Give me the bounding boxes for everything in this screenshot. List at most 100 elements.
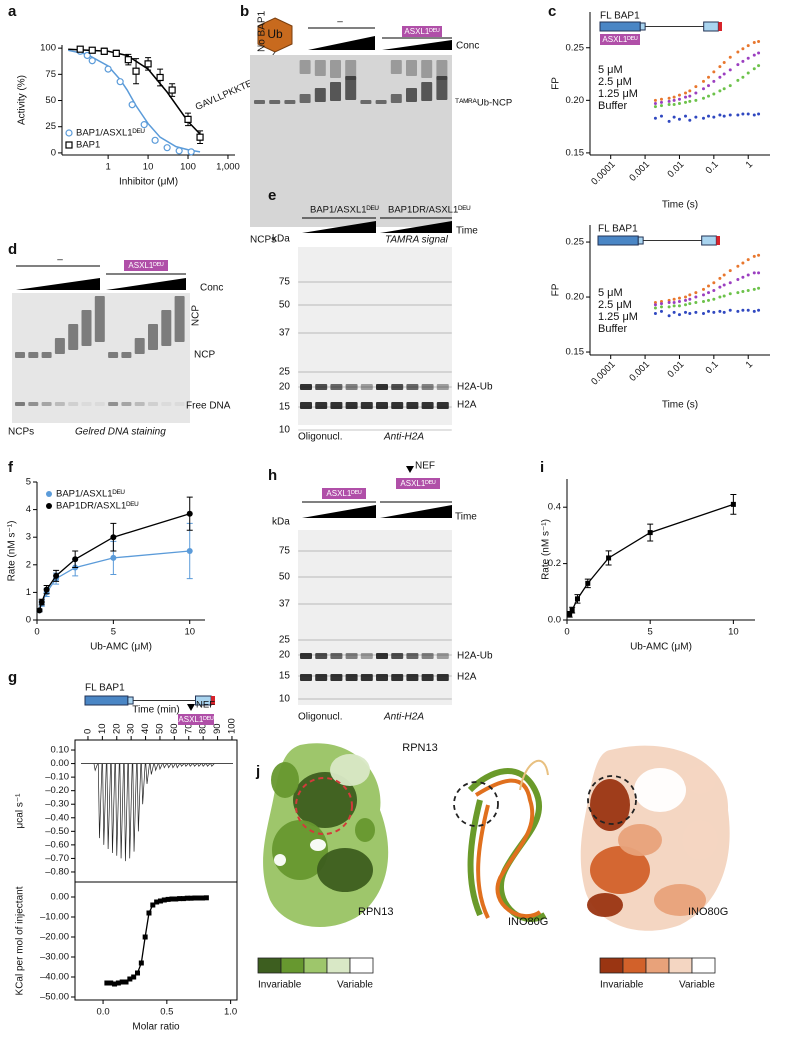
lane-label: – xyxy=(57,255,63,266)
y-axis-label: KCal per mol of injectant xyxy=(15,886,26,995)
marker xyxy=(736,78,740,82)
y-tick-label: –0.80 xyxy=(45,866,69,877)
marker xyxy=(684,303,688,307)
lane-label: Anti-H2A xyxy=(383,712,424,723)
gel-band xyxy=(345,653,358,659)
marker xyxy=(150,902,156,908)
structure-label: INO80G xyxy=(688,906,728,918)
marker xyxy=(115,980,121,986)
scale-box xyxy=(303,957,328,974)
surface-patch xyxy=(590,779,630,831)
gel-band xyxy=(174,296,185,342)
gel-band xyxy=(330,674,343,681)
marker xyxy=(119,979,125,985)
y-tick-label: 2 xyxy=(26,559,31,570)
series-line xyxy=(569,503,734,615)
marker xyxy=(694,91,698,95)
injection-peak xyxy=(162,763,168,769)
surface-patch xyxy=(310,839,326,851)
marker xyxy=(653,101,657,105)
domain xyxy=(597,235,639,246)
marker xyxy=(752,40,756,44)
gel-band xyxy=(298,603,452,605)
gel-band xyxy=(298,639,452,641)
x-tick-label: 1,000 xyxy=(216,162,240,173)
wedge xyxy=(308,36,375,50)
marker xyxy=(169,896,175,902)
marker xyxy=(667,305,671,309)
marker-label: 50 xyxy=(279,572,291,583)
marker xyxy=(653,301,657,305)
marker xyxy=(688,297,692,301)
marker xyxy=(177,896,183,902)
marker xyxy=(694,115,698,119)
marker xyxy=(203,895,209,901)
marker xyxy=(684,91,688,95)
legend-label: 1.25 μM xyxy=(598,311,638,323)
marker xyxy=(128,101,136,109)
marker xyxy=(728,55,732,59)
marker xyxy=(701,312,705,316)
gel-band xyxy=(298,576,452,578)
gel-band xyxy=(298,550,452,552)
marker xyxy=(653,105,657,109)
structure-label: RPN13 xyxy=(358,906,393,918)
domain xyxy=(718,22,722,31)
site-circle xyxy=(453,781,499,827)
x-tick-label: 90 xyxy=(212,723,223,734)
scale-box xyxy=(257,957,282,974)
marker xyxy=(736,309,740,313)
gel-band xyxy=(298,332,452,334)
x-tick-label: 20 xyxy=(111,723,122,734)
scale-box xyxy=(349,957,374,974)
domain xyxy=(211,696,215,705)
gel-band xyxy=(375,100,387,104)
marker-label: 10 xyxy=(279,425,291,436)
marker xyxy=(184,115,192,123)
y-tick-label: 75 xyxy=(45,69,56,80)
marker xyxy=(752,113,756,117)
marker xyxy=(146,910,152,916)
marker xyxy=(746,56,750,60)
ribbon-loop xyxy=(519,760,549,791)
y-tick-label: 25 xyxy=(45,121,56,132)
gel-band xyxy=(391,653,404,659)
gel-band xyxy=(299,60,311,74)
marker xyxy=(192,895,198,901)
marker xyxy=(72,556,79,563)
injection-peak xyxy=(205,763,211,767)
marker xyxy=(88,46,96,54)
marker xyxy=(672,95,676,99)
marker xyxy=(701,87,705,91)
marker xyxy=(752,271,756,275)
marker xyxy=(722,294,726,298)
marker xyxy=(736,63,740,67)
gel-band xyxy=(330,402,343,409)
marker-label: 15 xyxy=(279,671,291,682)
domain xyxy=(716,236,720,245)
marker xyxy=(653,303,657,307)
injection-peak xyxy=(184,763,189,767)
legend-label: 2.5 μM xyxy=(598,76,632,88)
marker xyxy=(112,981,118,987)
scale-box xyxy=(691,957,716,974)
marker xyxy=(752,53,756,57)
marker xyxy=(667,314,671,318)
injection-peak xyxy=(128,763,133,859)
wedge xyxy=(106,278,186,290)
x-tick-label: 10 xyxy=(97,723,108,734)
y-tick-label: –0.60 xyxy=(45,839,69,850)
gel-band xyxy=(436,402,449,409)
gel-band xyxy=(94,402,105,406)
y-tick-label: 3 xyxy=(26,532,31,543)
marker xyxy=(701,299,705,303)
tag xyxy=(402,26,442,37)
y-tick-label: –40.00 xyxy=(40,972,69,983)
lane-label: TAMRA signal xyxy=(385,235,449,246)
gel-band xyxy=(345,674,358,681)
injection-peak xyxy=(123,763,129,862)
y-tick-label: 0.4 xyxy=(548,502,561,513)
y-tick-label: –10.00 xyxy=(40,912,69,923)
marker xyxy=(746,258,750,262)
